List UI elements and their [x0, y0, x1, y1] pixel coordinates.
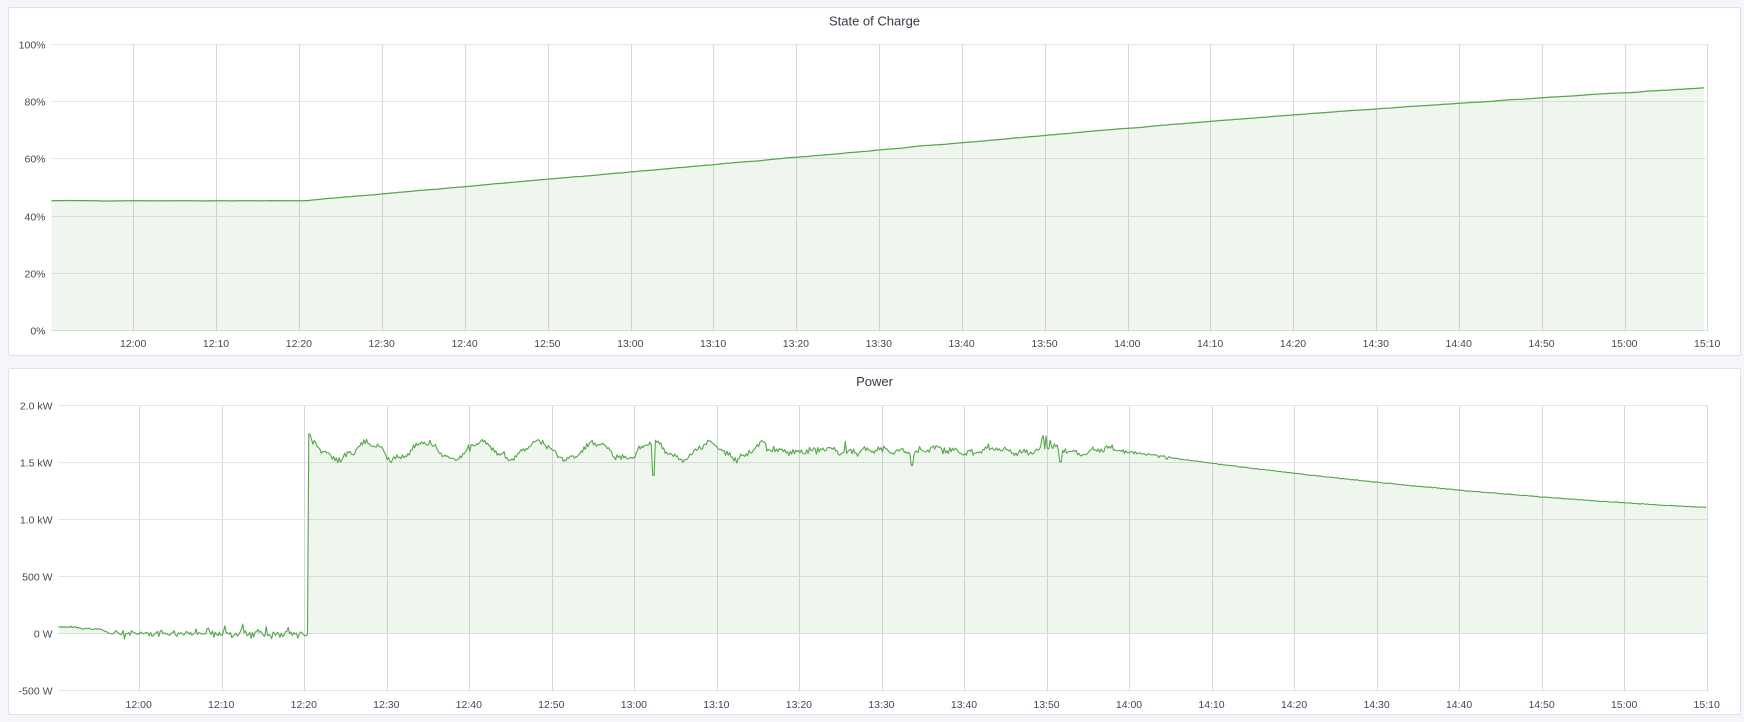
svg-text:14:10: 14:10: [1197, 338, 1223, 350]
svg-text:20%: 20%: [24, 269, 45, 281]
svg-text:12:00: 12:00: [120, 338, 146, 350]
svg-text:80%: 80%: [24, 97, 45, 109]
svg-text:12:20: 12:20: [286, 338, 312, 350]
svg-text:State of Charge: State of Charge: [829, 14, 920, 29]
svg-text:12:00: 12:00: [126, 699, 152, 711]
svg-text:12:10: 12:10: [208, 699, 234, 711]
svg-text:13:30: 13:30: [866, 338, 892, 350]
svg-text:13:10: 13:10: [700, 338, 726, 350]
svg-text:13:40: 13:40: [948, 338, 974, 350]
svg-text:15:10: 15:10: [1694, 699, 1720, 711]
svg-text:14:40: 14:40: [1446, 338, 1472, 350]
svg-text:14:50: 14:50: [1528, 699, 1554, 711]
svg-text:1.0 kW: 1.0 kW: [20, 515, 53, 527]
svg-text:12:40: 12:40: [456, 699, 482, 711]
svg-text:14:30: 14:30: [1363, 338, 1389, 350]
svg-text:14:00: 14:00: [1114, 338, 1140, 350]
svg-text:14:00: 14:00: [1116, 699, 1142, 711]
svg-text:12:30: 12:30: [373, 699, 399, 711]
svg-text:14:50: 14:50: [1528, 338, 1554, 350]
svg-text:13:10: 13:10: [703, 699, 729, 711]
svg-text:14:20: 14:20: [1280, 338, 1306, 350]
svg-text:1.5 kW: 1.5 kW: [20, 458, 53, 470]
svg-text:14:30: 14:30: [1363, 699, 1389, 711]
svg-text:13:20: 13:20: [786, 699, 812, 711]
svg-text:12:30: 12:30: [369, 338, 395, 350]
svg-text:40%: 40%: [24, 212, 45, 224]
svg-text:0%: 0%: [30, 326, 45, 338]
svg-text:500 W: 500 W: [22, 572, 52, 584]
svg-text:100%: 100%: [19, 40, 46, 52]
svg-text:13:30: 13:30: [868, 699, 894, 711]
svg-text:15:00: 15:00: [1611, 699, 1637, 711]
svg-text:14:10: 14:10: [1198, 699, 1224, 711]
svg-text:Power: Power: [856, 374, 894, 389]
svg-text:12:50: 12:50: [538, 699, 564, 711]
svg-text:60%: 60%: [24, 154, 45, 166]
svg-text:15:00: 15:00: [1611, 338, 1637, 350]
svg-text:12:40: 12:40: [451, 338, 477, 350]
svg-text:15:10: 15:10: [1694, 338, 1720, 350]
svg-text:-500 W: -500 W: [19, 686, 53, 698]
svg-text:13:00: 13:00: [621, 699, 647, 711]
svg-text:13:40: 13:40: [951, 699, 977, 711]
svg-text:14:20: 14:20: [1281, 699, 1307, 711]
svg-text:0 W: 0 W: [34, 629, 53, 641]
svg-text:12:50: 12:50: [534, 338, 560, 350]
svg-text:12:20: 12:20: [291, 699, 317, 711]
svg-text:13:50: 13:50: [1033, 699, 1059, 711]
svg-text:2.0 kW: 2.0 kW: [20, 401, 53, 413]
svg-text:13:20: 13:20: [783, 338, 809, 350]
svg-text:13:50: 13:50: [1031, 338, 1057, 350]
svg-text:14:40: 14:40: [1446, 699, 1472, 711]
svg-text:12:10: 12:10: [203, 338, 229, 350]
svg-text:13:00: 13:00: [617, 338, 643, 350]
